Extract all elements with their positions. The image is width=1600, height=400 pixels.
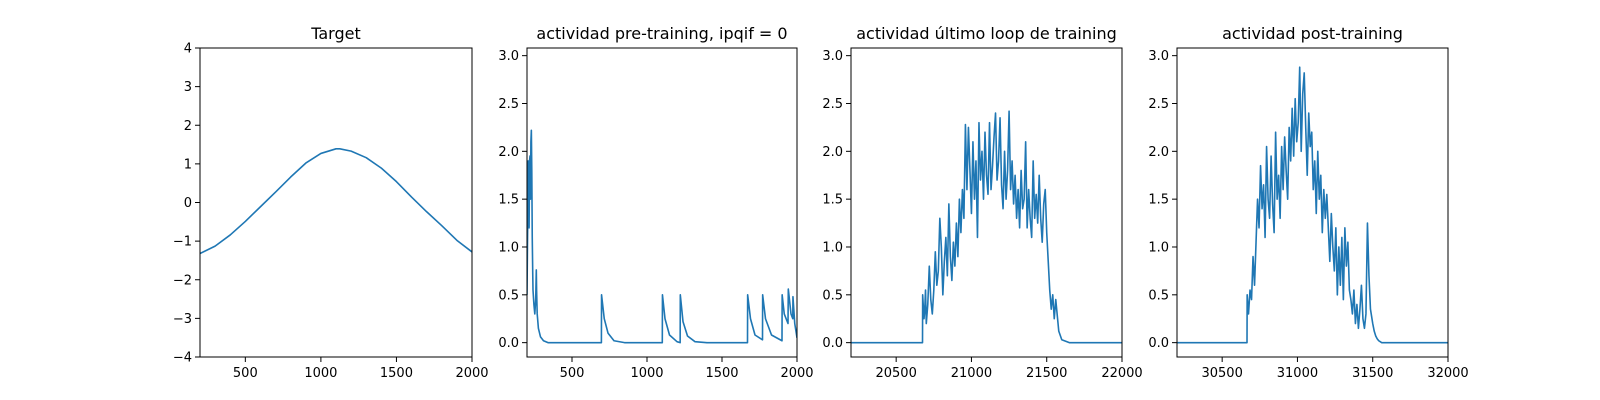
x-tick-label: 500 <box>233 366 258 381</box>
axes-frame <box>1176 47 1449 358</box>
y-tick-label: 2 <box>184 119 192 134</box>
y-tick-label: 0.5 <box>822 288 843 303</box>
chart-title: Target <box>310 24 361 43</box>
y-tick-label: 2.5 <box>498 97 519 112</box>
y-tick-label: 2.0 <box>1148 145 1169 160</box>
y-tick-label: −4 <box>173 351 192 366</box>
y-tick-label: 1.0 <box>498 240 519 255</box>
y-tick-label: 2.5 <box>1148 97 1169 112</box>
y-tick-label: 3 <box>184 80 192 95</box>
x-tick-label: 1500 <box>380 366 413 381</box>
x-tick-label: 2000 <box>455 366 488 381</box>
x-tick-label: 1500 <box>705 366 738 381</box>
series-line-1 <box>851 110 1122 344</box>
x-tick-label: 1000 <box>630 366 663 381</box>
subplot-4: 30500 31000 31500 32000 0.0 0.5 1.0 1.5 2.0 2.5 3.… <box>1148 24 1468 381</box>
y-tick-label: 1.0 <box>1148 240 1169 255</box>
y-tick-label: 0.5 <box>498 288 519 303</box>
y-tick-label: 3.0 <box>498 49 519 64</box>
y-tick-label: 3.0 <box>822 49 843 64</box>
y-tick-label: 2.0 <box>822 145 843 160</box>
y-tick-label: 0.0 <box>822 336 843 351</box>
y-tick-label: 1.5 <box>822 193 843 208</box>
x-tick-label: 21000 <box>951 366 992 381</box>
subplot-3: 20500 21000 21500 22000 0.0 0.5 1.0 1.5 2.0 2.5 3.… <box>822 24 1142 381</box>
subplot-2: 500 1000 1500 2000 0.0 0.5 1.0 1.5 2.0 2.5 3.0 acti… <box>498 24 813 381</box>
subplots: 500 1000 1500 2000 −4 −3 −2 −1 0 1 2 3 4 Target 500 100… <box>173 24 1469 381</box>
chart-title: actividad post-training <box>1222 24 1403 43</box>
x-tick-label: 22000 <box>1101 366 1142 381</box>
y-tick-label: 2.5 <box>822 97 843 112</box>
axes-frame <box>526 47 798 358</box>
x-tick-label: 31000 <box>1277 366 1318 381</box>
series-line-1 <box>527 129 797 344</box>
y-tick-label: 4 <box>184 42 192 57</box>
x-tick-label: 32000 <box>1427 366 1468 381</box>
y-tick-label: 1.5 <box>1148 193 1169 208</box>
y-tick-label: 0.0 <box>498 336 519 351</box>
chart-title: actividad pre-training, ipqif = 0 <box>536 24 787 43</box>
y-tick-label: 0 <box>184 196 192 211</box>
x-tick-label: 30500 <box>1201 366 1242 381</box>
y-tick-label: −1 <box>173 235 192 250</box>
axes-frame <box>850 47 1123 358</box>
x-tick-label: 31500 <box>1352 366 1393 381</box>
y-tick-label: 3.0 <box>1148 49 1169 64</box>
chart-title: actividad último loop de training <box>856 24 1117 43</box>
x-tick-label: 21500 <box>1026 366 1067 381</box>
x-tick-label: 500 <box>560 366 585 381</box>
y-tick-label: −3 <box>173 312 192 327</box>
y-tick-label: 1 <box>184 157 192 172</box>
x-tick-label: 2000 <box>780 366 813 381</box>
y-tick-label: 0.0 <box>1148 336 1169 351</box>
series-line-1 <box>200 148 472 255</box>
x-tick-label: 20500 <box>875 366 916 381</box>
subplot-1: 500 1000 1500 2000 −4 −3 −2 −1 0 1 2 3 4 Target <box>173 24 489 381</box>
x-tick-label: 1000 <box>304 366 337 381</box>
y-tick-label: 1.0 <box>822 240 843 255</box>
y-tick-label: 0.5 <box>1148 288 1169 303</box>
series-line-1 <box>1177 66 1448 344</box>
y-tick-label: −2 <box>173 273 192 288</box>
y-tick-label: 2.0 <box>498 145 519 160</box>
y-tick-label: 1.5 <box>498 193 519 208</box>
